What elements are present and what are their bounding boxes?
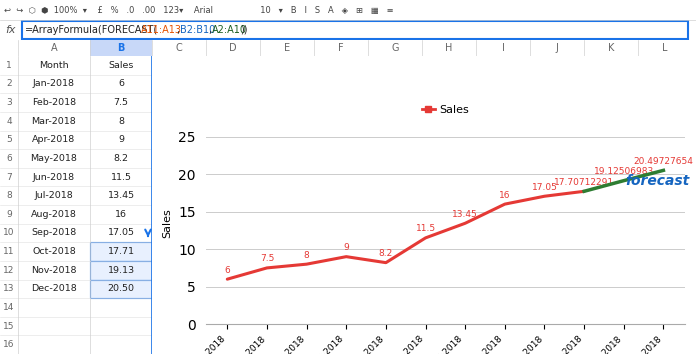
Text: 19.12506983: 19.12506983	[594, 167, 654, 176]
Text: 16: 16	[115, 210, 127, 219]
Text: Month: Month	[39, 61, 69, 70]
Text: 8.2: 8.2	[113, 154, 129, 163]
Text: Aug-2018: Aug-2018	[31, 210, 77, 219]
Text: B: B	[118, 43, 125, 53]
Y-axis label: Sales: Sales	[163, 208, 173, 238]
Text: F: F	[338, 43, 344, 53]
Legend: Sales: Sales	[417, 101, 473, 120]
Text: H: H	[445, 43, 452, 53]
Text: C: C	[175, 43, 182, 53]
Text: fx: fx	[5, 25, 15, 35]
Text: 16: 16	[3, 340, 15, 349]
Text: 13: 13	[3, 284, 15, 293]
Text: E: E	[284, 43, 290, 53]
Text: A11:A13: A11:A13	[141, 25, 182, 35]
Text: 16: 16	[499, 190, 511, 200]
Text: 17.05: 17.05	[107, 228, 134, 238]
Text: 4: 4	[6, 117, 12, 126]
Text: )): ))	[240, 25, 248, 35]
Text: 13.45: 13.45	[107, 191, 134, 200]
Text: K: K	[608, 43, 614, 53]
Text: ↩  ↪  ⬡  ⬢  100%  ▾    £   %   .0   .00   123▾    Arial                  10   ▾ : ↩ ↪ ⬡ ⬢ 100% ▾ £ % .0 .00 123▾ Arial 10 …	[4, 6, 394, 15]
Text: 8.2: 8.2	[379, 249, 393, 258]
Text: 7: 7	[6, 172, 12, 182]
Text: 17.71: 17.71	[107, 247, 134, 256]
Text: Jul-2018: Jul-2018	[35, 191, 73, 200]
Text: J: J	[555, 43, 558, 53]
Text: 9: 9	[343, 243, 349, 252]
Text: Sales: Sales	[109, 61, 134, 70]
Text: 6: 6	[6, 154, 12, 163]
Text: 6: 6	[224, 266, 230, 275]
Text: 11.5: 11.5	[111, 172, 132, 182]
Text: 2: 2	[6, 79, 12, 88]
Text: I: I	[502, 43, 505, 53]
Text: 3: 3	[6, 98, 12, 107]
Text: Jan-2018: Jan-2018	[33, 79, 75, 88]
Text: Sep-2018: Sep-2018	[31, 228, 77, 238]
Text: B2:B10: B2:B10	[180, 25, 215, 35]
Text: Oct-2018: Oct-2018	[32, 247, 76, 256]
Bar	[90, 242, 152, 261]
Text: A2:A10: A2:A10	[212, 25, 247, 35]
Text: 8: 8	[118, 117, 124, 126]
Text: 7.5: 7.5	[260, 255, 274, 263]
Bar	[90, 40, 152, 56]
Text: 20.49727654: 20.49727654	[633, 157, 693, 166]
Text: Nov-2018: Nov-2018	[31, 266, 77, 275]
Text: 19.13: 19.13	[107, 266, 134, 275]
Text: 13.45: 13.45	[452, 210, 478, 219]
Text: 17.70712291: 17.70712291	[554, 178, 614, 187]
Text: Jun-2018: Jun-2018	[33, 172, 75, 182]
Text: forecast: forecast	[626, 175, 690, 188]
Text: 9: 9	[6, 210, 12, 219]
Text: 12: 12	[3, 266, 15, 275]
Text: Mar-2018: Mar-2018	[31, 117, 77, 126]
Text: Feb-2018: Feb-2018	[32, 98, 76, 107]
Text: 8: 8	[303, 251, 310, 259]
Text: 1: 1	[6, 61, 12, 70]
Text: 9: 9	[118, 135, 124, 144]
Text: 5: 5	[6, 135, 12, 144]
Text: Apr-2018: Apr-2018	[33, 135, 76, 144]
Text: D: D	[229, 43, 237, 53]
Text: ,: ,	[176, 25, 179, 35]
Text: 11: 11	[3, 247, 15, 256]
Bar	[90, 261, 152, 280]
Text: 7.5: 7.5	[113, 98, 129, 107]
Text: 14: 14	[3, 303, 15, 312]
Text: 15: 15	[3, 321, 15, 331]
Text: 6: 6	[118, 79, 124, 88]
Text: 8: 8	[6, 191, 12, 200]
Text: May-2018: May-2018	[31, 154, 77, 163]
Text: 17.05: 17.05	[532, 183, 557, 192]
Text: 11.5: 11.5	[416, 224, 436, 233]
Text: G: G	[391, 43, 399, 53]
Text: 10: 10	[3, 228, 15, 238]
Text: ,: ,	[208, 25, 211, 35]
Text: Dec-2018: Dec-2018	[31, 284, 77, 293]
Bar	[90, 280, 152, 298]
Text: 20.50: 20.50	[107, 284, 134, 293]
Text: L: L	[663, 43, 667, 53]
Text: =ArrayFormula(FORECAST(: =ArrayFormula(FORECAST(	[25, 25, 158, 35]
Text: A: A	[51, 43, 57, 53]
